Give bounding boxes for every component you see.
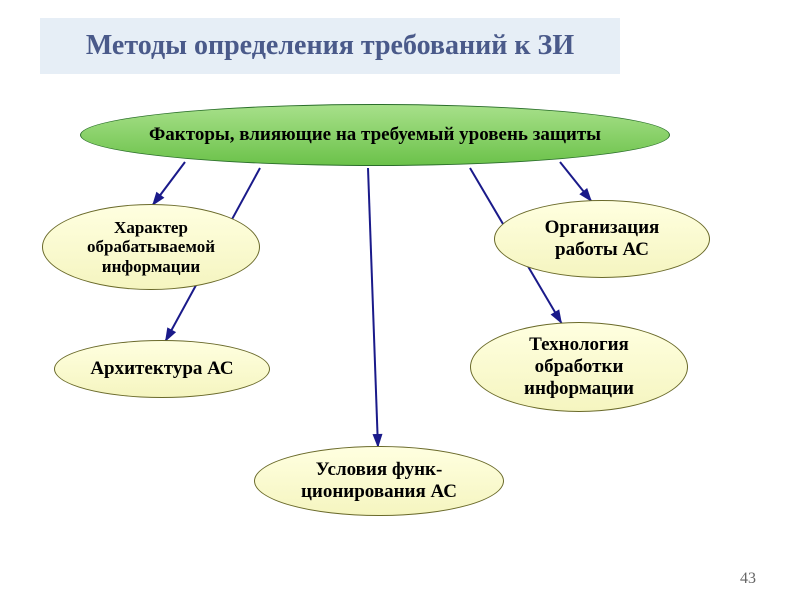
node-label: Организация работы АС [545, 217, 660, 261]
node-label: Условия функ- ционирования АС [301, 459, 457, 503]
slide-title: Методы определения требований к ЗИ [40, 18, 620, 74]
node-n1: Характер обрабатываемой информации [42, 204, 260, 290]
node-label: Архитектура АС [90, 358, 233, 380]
node-n3: Архитектура АС [54, 340, 270, 398]
root-node-label: Факторы, влияющие на требуемый уровень з… [149, 124, 601, 146]
node-n5: Условия функ- ционирования АС [254, 446, 504, 516]
node-n2: Организация работы АС [494, 200, 710, 278]
page-number: 43 [740, 570, 756, 588]
node-n4: Технология обработки информации [470, 322, 688, 412]
node-label: Характер обрабатываемой информации [87, 218, 215, 277]
node-label: Технология обработки информации [524, 334, 634, 400]
root-node: Факторы, влияющие на требуемый уровень з… [80, 104, 670, 166]
